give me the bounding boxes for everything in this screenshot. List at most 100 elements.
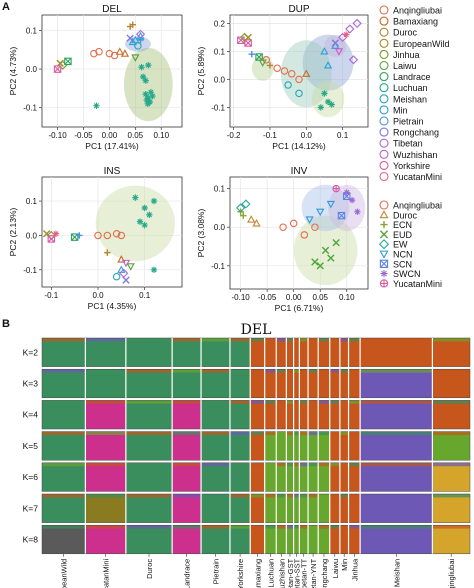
data-point (103, 231, 112, 240)
group-ellipse (301, 184, 350, 232)
data-point (252, 219, 261, 227)
plot-frame (229, 176, 369, 290)
admixture-minor-block (201, 400, 230, 404)
data-point (104, 249, 111, 256)
admixture-minor-block (318, 462, 330, 467)
legend-label: NCN (393, 250, 413, 260)
legend-marker (379, 116, 389, 126)
data-point (323, 61, 333, 69)
admixture-minor-block (286, 400, 294, 404)
data-point (121, 259, 131, 268)
admixture-block (42, 525, 86, 554)
legend-label: EUD (393, 230, 413, 240)
data-point (345, 24, 355, 34)
plot-title: DUP (288, 4, 309, 15)
admixture-minor-block (360, 369, 433, 373)
legend-label: SCN (393, 259, 412, 269)
admixture-block (293, 338, 300, 367)
admixture-minor-block (348, 338, 361, 342)
data-point (150, 197, 158, 205)
admixture-minor-block (172, 431, 202, 436)
admixture-minor-block (318, 525, 330, 529)
data-point (321, 90, 328, 97)
admixture-minor-block (201, 431, 230, 436)
data-point (289, 219, 298, 228)
admixture-minor-block (264, 338, 277, 342)
admixture-minor-block (293, 525, 300, 529)
admixture-block (293, 400, 300, 429)
data-point (132, 194, 139, 201)
admixture-block (276, 494, 287, 523)
admixture-block (318, 431, 330, 461)
data-point (266, 62, 274, 69)
admixture-block (264, 462, 277, 492)
admixture-block (293, 431, 300, 461)
legend-marker (378, 239, 390, 250)
data-point (105, 49, 114, 58)
admixture-minor-block (432, 462, 470, 467)
k-label: K=5 (23, 441, 39, 451)
admixture-minor-block (264, 431, 277, 436)
group-ellipse (123, 47, 173, 122)
legend-label: Meishan (393, 94, 427, 104)
admixture-minor-block (229, 338, 251, 342)
admixture-minor-block (85, 494, 126, 498)
admixture-minor-block (348, 400, 361, 404)
admixture-minor-block (250, 338, 265, 342)
data-point (348, 196, 356, 204)
admixture-minor-block (339, 525, 349, 529)
legend-marker (379, 279, 389, 288)
legend-marker (379, 60, 389, 71)
data-point (112, 272, 121, 281)
data-point (331, 39, 340, 47)
legend-label: Laiwu (393, 61, 417, 71)
legend-label: Wuzhishan (393, 150, 437, 160)
admixture-block (250, 431, 265, 461)
admixture-minor-block (201, 369, 230, 373)
legend-marker (379, 27, 389, 37)
admixture-minor-block (308, 400, 319, 404)
admixture-block (286, 494, 294, 523)
admixture-block (85, 369, 126, 398)
k-label: K=2 (23, 347, 39, 357)
k-label: K=7 (23, 503, 39, 513)
group-ellipse (251, 55, 274, 81)
admixture-minor-block (85, 462, 126, 467)
admixture-block (85, 525, 126, 554)
admixture-minor-block (360, 338, 433, 342)
x-tick-label: 0.00 (286, 293, 302, 302)
admixture-block (360, 525, 433, 554)
admixture-block (286, 400, 294, 429)
legend-marker (379, 259, 389, 268)
group-ellipse (328, 184, 366, 232)
data-point (247, 215, 256, 223)
data-point (93, 102, 100, 109)
admixture-minor-block (125, 494, 173, 498)
admixture-block (329, 400, 340, 429)
data-point (321, 246, 330, 255)
legend-breeds: AnqingliubaiBamaxiangDurocEuropeanWildJi… (379, 5, 450, 182)
admixture-minor-block (339, 369, 349, 373)
pca-inv-plot: -0.10 -0.05 0.00 0.05 0.10 -0.1 0.0 0.1 INV PC1 (… (196, 166, 369, 313)
admixture-minor-block (125, 369, 173, 373)
data-point (117, 231, 126, 240)
population-label: Laiwu (331, 559, 340, 579)
admixture-minor-block (250, 525, 265, 529)
admixture-minor-block (299, 369, 309, 373)
data-point (95, 47, 103, 56)
admixture-minor-block (201, 338, 230, 342)
admixture-minor-block (42, 431, 86, 436)
admixture-minor-block (286, 431, 294, 436)
group-ellipse (280, 40, 332, 108)
legend-marker (380, 270, 388, 278)
admixture-block (329, 338, 340, 367)
admixture-block (172, 369, 202, 398)
data-point (343, 189, 350, 196)
admixture-minor-block (125, 338, 173, 342)
x-tick-label: -0.05 (258, 293, 277, 302)
data-point (126, 263, 135, 271)
pca-ins-plot: -0.1 0.0 0.1 -0.1 0.0 0.1 INS PC1 (4.35%) PC2 (2… (8, 166, 183, 311)
data-point (141, 221, 148, 229)
data-point (316, 262, 324, 270)
